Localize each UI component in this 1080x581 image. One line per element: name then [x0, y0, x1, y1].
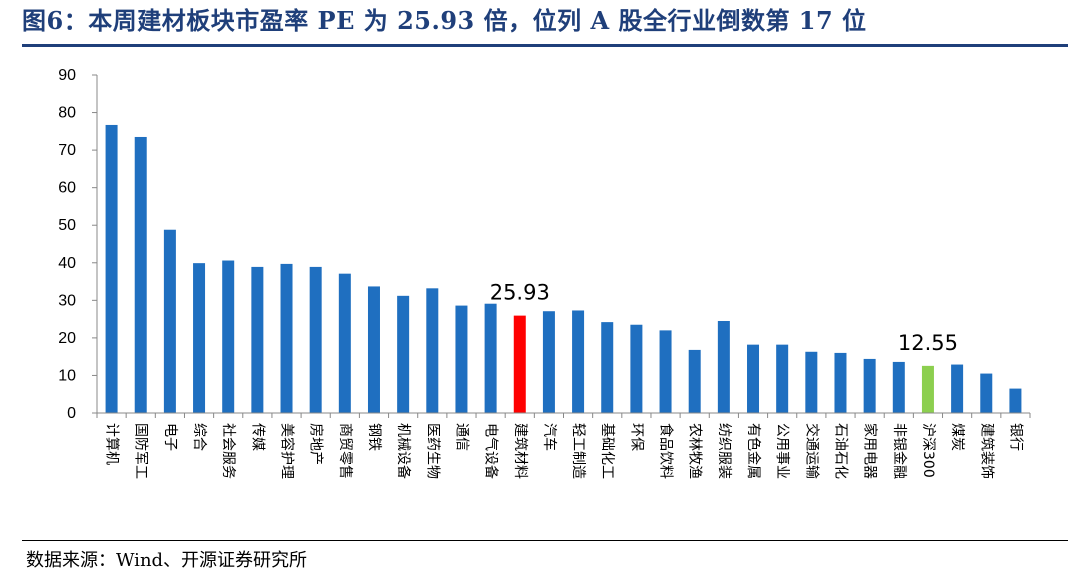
- bar-10: [367, 286, 380, 413]
- bar-23: [747, 344, 760, 413]
- x-tick-label: 非银金融: [891, 423, 907, 479]
- x-tick-label: 汽车: [541, 423, 558, 451]
- bar-24: [776, 344, 789, 413]
- x-tick-label: 石油石化: [832, 423, 848, 479]
- x-tick-label: 社会服务: [220, 423, 236, 479]
- y-axis: 0 10 20 30 40 50 60 70 80 90: [58, 67, 98, 422]
- x-tick-label: 建筑材料: [512, 423, 528, 479]
- bars: [105, 124, 1022, 413]
- x-tick-label: 基础化工: [599, 423, 616, 479]
- bar-chart: 0 10 20 30 40 50 60 70 80 90 计算机 国防军工 电子 综合 社会服务 传媒 美容护…: [58, 67, 1031, 479]
- bar-19: [630, 324, 643, 413]
- bar-20: [659, 330, 672, 413]
- highlight-value-label: 25.93: [490, 281, 550, 305]
- x-tick-label: 公用事业: [774, 423, 790, 479]
- x-tick-label: 房地产: [308, 423, 324, 465]
- x-tick-label: 建筑装饰: [978, 423, 994, 479]
- bar-8: [309, 266, 322, 413]
- bar-31: [980, 373, 993, 413]
- x-tick-label: 钢铁: [366, 423, 382, 451]
- bar-14: [484, 303, 497, 413]
- data-labels: 25.93 12.55: [490, 281, 958, 355]
- x-axis: 计算机 国防军工 电子 综合 社会服务 传媒 美容护理 房地产 商贸零售 钢铁 机械设备 医药生物 通信…: [96, 412, 1031, 479]
- x-tick-label: 国防军工: [133, 423, 149, 479]
- x-tick-label: 有色金属: [745, 423, 762, 479]
- bar-32: [1009, 388, 1022, 413]
- x-tick-label: 农林牧渔: [687, 423, 703, 479]
- bar-2: [134, 136, 147, 413]
- x-tick-label: 医药生物: [424, 423, 440, 479]
- x-tick-label: 传媒: [249, 423, 265, 451]
- x-tick-label: 煤炭: [949, 423, 965, 451]
- bar-25: [805, 351, 818, 413]
- x-tick-label: 电子: [162, 423, 178, 451]
- bar-11: [397, 295, 410, 413]
- bar-3: [163, 229, 176, 413]
- x-tick-label: 综合: [191, 423, 207, 451]
- y-tick-label: 50: [58, 217, 76, 234]
- x-tick-label: 纺织服装: [716, 423, 732, 479]
- y-tick-label: 20: [58, 330, 76, 347]
- x-tick-label: 沪深300: [920, 423, 936, 478]
- x-tick-label: 轻工制造: [570, 423, 586, 479]
- x-tick-label: 银行: [1007, 423, 1023, 451]
- bar-22: [717, 320, 730, 413]
- bar-5: [222, 260, 235, 413]
- y-tick-label: 90: [58, 67, 76, 84]
- y-tick-label: 70: [58, 142, 76, 159]
- x-tick-label: 计算机: [104, 423, 120, 465]
- x-tick-label: 美容护理: [279, 423, 296, 479]
- x-tick-label: 交通运输: [803, 423, 820, 479]
- x-tick-label: 食品饮料: [658, 423, 675, 479]
- y-tick-label: 30: [58, 292, 76, 309]
- bar-29: [921, 365, 934, 413]
- bar-21: [688, 349, 701, 413]
- bar-18: [601, 322, 614, 413]
- bar-15: [513, 315, 526, 413]
- x-tick-label: 电气设备: [483, 423, 500, 479]
- bar-4: [193, 263, 206, 413]
- source-note: 数据来源：Wind、开源证券研究所: [26, 550, 308, 571]
- bar-6: [251, 266, 264, 413]
- bar-13: [455, 305, 468, 413]
- chart-title: 图6：本周建材板块市盈率 PE 为 25.93 倍，位列 A 股全行业倒数第 1…: [22, 6, 867, 35]
- bar-30: [951, 364, 964, 413]
- benchmark-value-label: 12.55: [898, 331, 958, 355]
- bar-27: [863, 358, 876, 413]
- bar-1: [105, 124, 118, 413]
- bar-9: [338, 273, 351, 413]
- x-tick-label: 通信: [453, 423, 469, 451]
- bar-7: [280, 263, 293, 413]
- bar-16: [542, 311, 555, 413]
- title-underline: [22, 44, 1068, 47]
- bar-28: [892, 361, 905, 413]
- source-divider: [22, 540, 1068, 541]
- bar-26: [834, 352, 847, 413]
- y-tick-label: 60: [58, 180, 76, 197]
- y-tick-label: 0: [67, 405, 76, 422]
- y-tick-label: 80: [58, 105, 76, 122]
- x-tick-label: 商贸零售: [337, 423, 353, 479]
- bar-12: [426, 288, 439, 413]
- y-tick-label: 40: [58, 255, 76, 272]
- x-tick-label: 机械设备: [395, 423, 412, 479]
- bar-17: [572, 310, 585, 413]
- x-tick-label: 家用电器: [862, 423, 879, 479]
- y-tick-label: 10: [58, 367, 76, 384]
- x-tick-label: 环保: [628, 423, 644, 451]
